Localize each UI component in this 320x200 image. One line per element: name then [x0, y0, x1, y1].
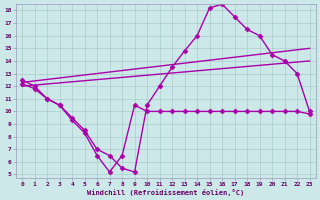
X-axis label: Windchill (Refroidissement éolien,°C): Windchill (Refroidissement éolien,°C) — [87, 189, 244, 196]
